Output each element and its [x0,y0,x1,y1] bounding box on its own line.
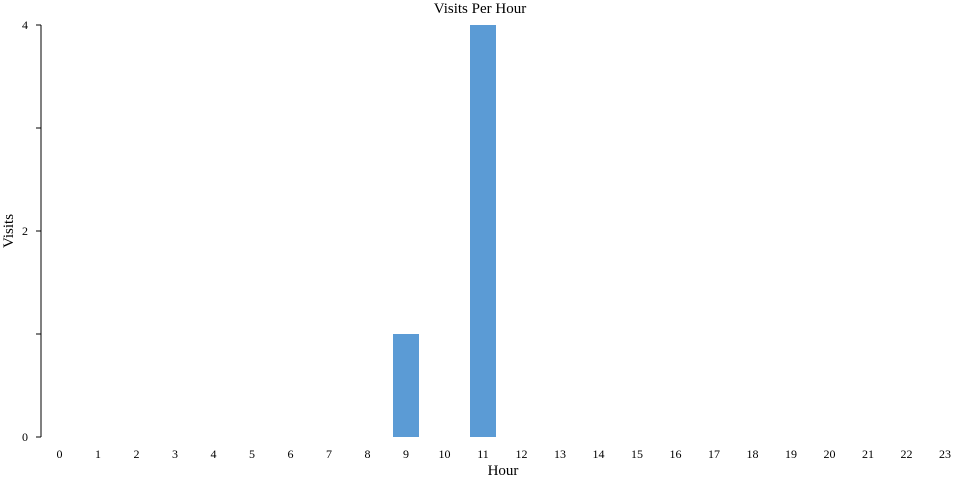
x-tick-label: 5 [249,447,255,461]
x-tick-label: 11 [477,447,489,461]
x-tick-label: 16 [670,447,682,461]
x-tick-label: 4 [211,447,217,461]
x-axis-label: Hour [488,463,519,479]
x-axis-ticks: 0 1 2 3 4 5 6 7 8 9 10 11 12 13 14 15 16 17 18 19 20 21 22 23 [57,447,952,461]
x-tick-label: 10 [439,447,451,461]
x-tick-label: 6 [288,447,294,461]
x-tick-label: 20 [824,447,836,461]
x-tick-label: 9 [403,447,409,461]
x-tick-label: 18 [747,447,759,461]
x-tick-label: 12 [516,447,528,461]
x-tick-label: 23 [939,447,951,461]
x-tick-label: 15 [631,447,643,461]
x-tick-label: 14 [593,447,605,461]
bars-group [393,25,496,437]
x-tick-label: 13 [554,447,566,461]
x-tick-label: 19 [785,447,797,461]
y-axis-label: Visits [1,214,17,248]
x-tick-label: 8 [365,447,371,461]
y-tick-label: 0 [22,430,28,444]
x-tick-label: 0 [57,447,63,461]
chart-title: Visits Per Hour [434,1,526,17]
x-tick-label: 22 [901,447,913,461]
bar-hour-9 [393,334,419,437]
x-tick-label: 1 [95,447,101,461]
bar-hour-11 [470,25,496,437]
y-axis-ticks: 0 2 4 [22,18,41,444]
y-tick-label: 4 [22,18,28,32]
x-tick-label: 2 [134,447,140,461]
y-tick-label: 2 [22,224,28,238]
x-tick-label: 21 [862,447,874,461]
x-tick-label: 3 [172,447,178,461]
x-tick-label: 7 [326,447,332,461]
x-tick-label: 17 [708,447,720,461]
